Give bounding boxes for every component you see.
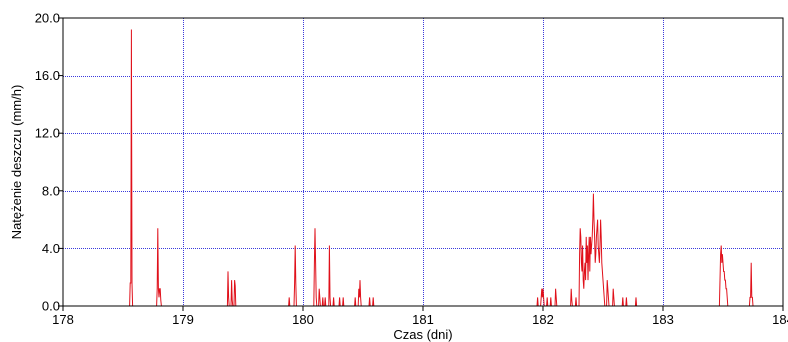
- x-axis: 178 179 180 181 182 183 184: [52, 306, 788, 327]
- y-axis-title: Natężenie deszczu (mm/h): [9, 85, 24, 240]
- x-tick-label: 184: [772, 312, 788, 327]
- x-tick-label: 181: [412, 312, 434, 327]
- y-tick-label: 8.0: [42, 183, 60, 198]
- x-tick-label: 180: [292, 312, 314, 327]
- x-tick-label: 183: [652, 312, 674, 327]
- y-tick-label: 4.0: [42, 241, 60, 256]
- x-axis-title: Czas (dni): [393, 327, 452, 342]
- grid-lines: [63, 18, 783, 306]
- y-tick-label: 16.0: [35, 68, 60, 83]
- y-tick-label: 12.0: [35, 126, 60, 141]
- y-axis: 0.0 4.0 8.0 12.0 16.0 20.0: [35, 11, 63, 314]
- x-tick-label: 179: [172, 312, 194, 327]
- y-tick-label: 20.0: [35, 11, 60, 26]
- x-tick-label: 178: [52, 312, 74, 327]
- y-tick-label: 0.0: [42, 299, 60, 314]
- x-tick-label: 182: [532, 312, 554, 327]
